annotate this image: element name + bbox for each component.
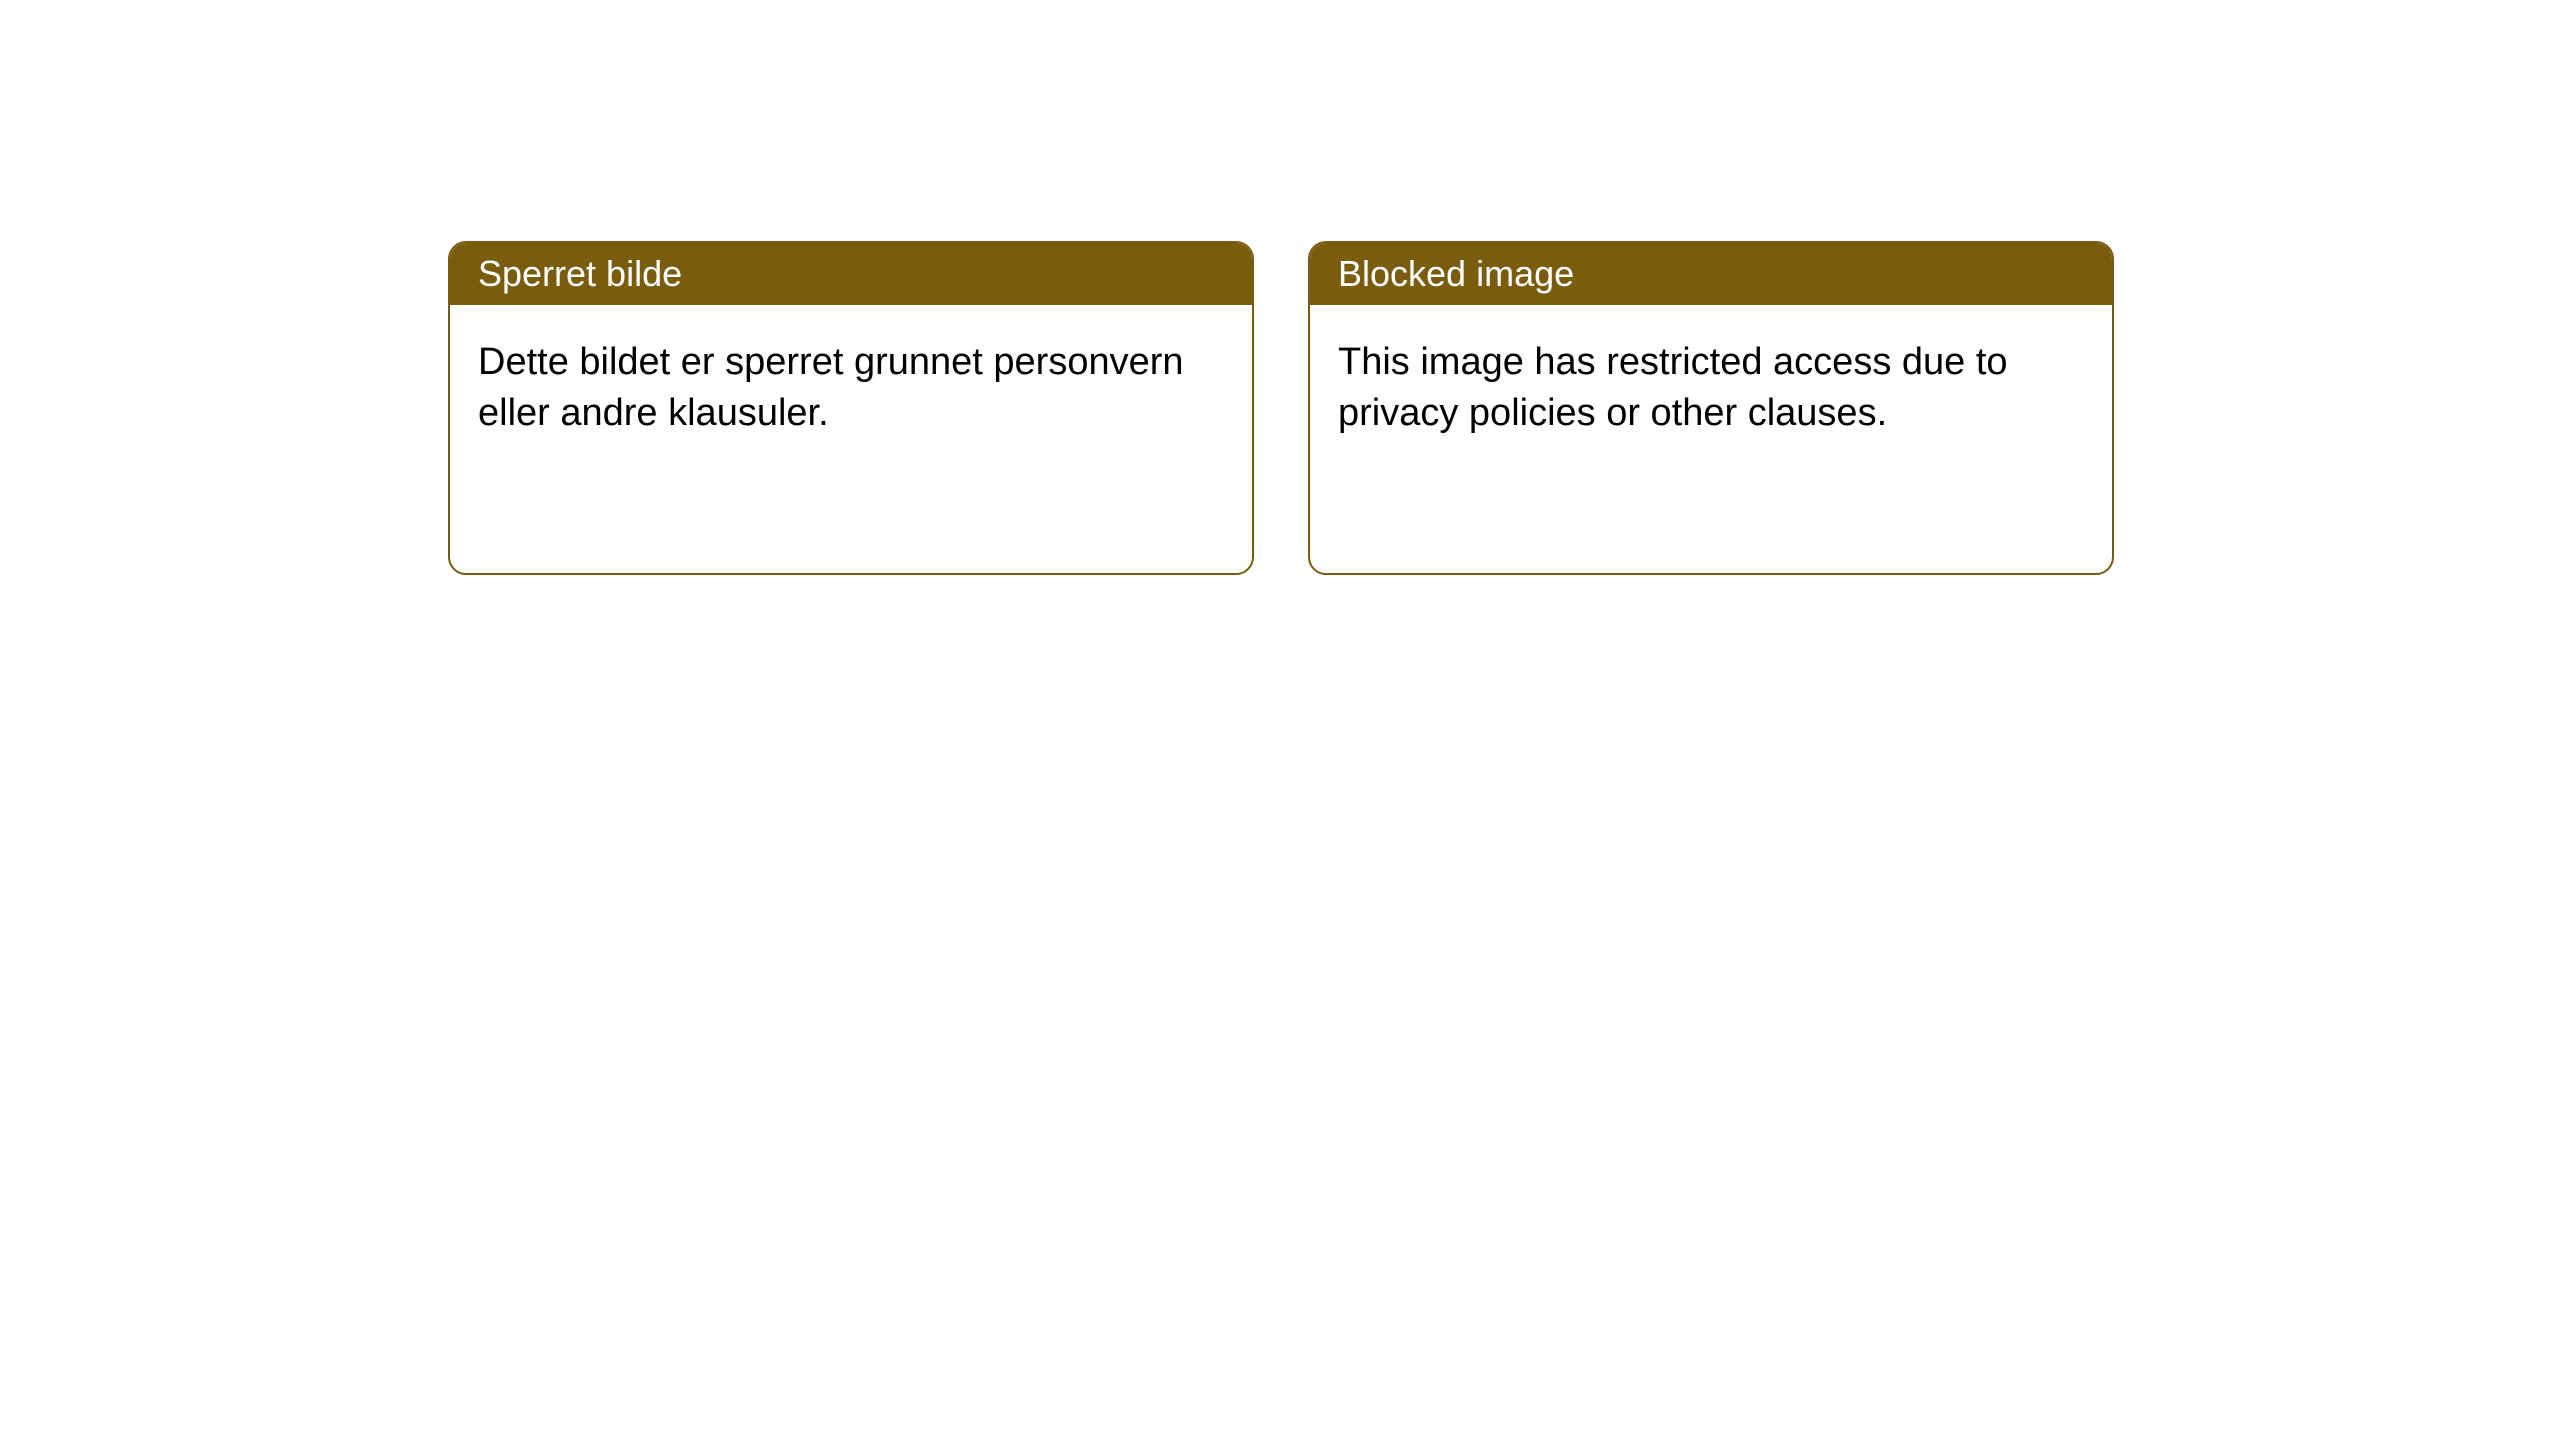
blocked-image-card-en: Blocked image This image has restricted …	[1308, 241, 2114, 575]
card-header: Sperret bilde	[450, 243, 1252, 305]
card-title: Sperret bilde	[478, 253, 682, 294]
card-header: Blocked image	[1310, 243, 2112, 305]
card-body: This image has restricted access due to …	[1310, 305, 2112, 472]
notice-cards-container: Sperret bilde Dette bildet er sperret gr…	[448, 241, 2114, 575]
card-body-text: Dette bildet er sperret grunnet personve…	[478, 341, 1184, 434]
card-body: Dette bildet er sperret grunnet personve…	[450, 305, 1252, 472]
card-title: Blocked image	[1338, 253, 1574, 294]
card-body-text: This image has restricted access due to …	[1338, 341, 2008, 434]
blocked-image-card-no: Sperret bilde Dette bildet er sperret gr…	[448, 241, 1254, 575]
